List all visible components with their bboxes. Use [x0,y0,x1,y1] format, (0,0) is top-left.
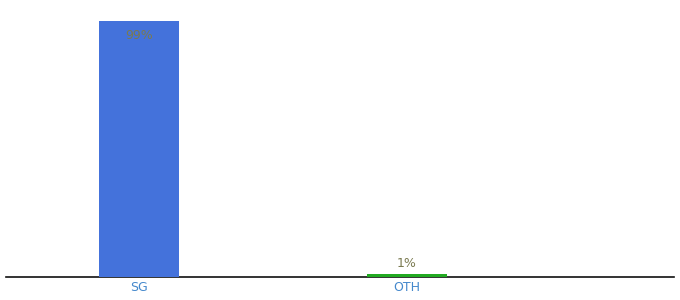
Bar [99,21,180,277]
Text: 99%: 99% [125,29,153,42]
Text: 1%: 1% [397,257,417,270]
Bar [367,274,447,277]
